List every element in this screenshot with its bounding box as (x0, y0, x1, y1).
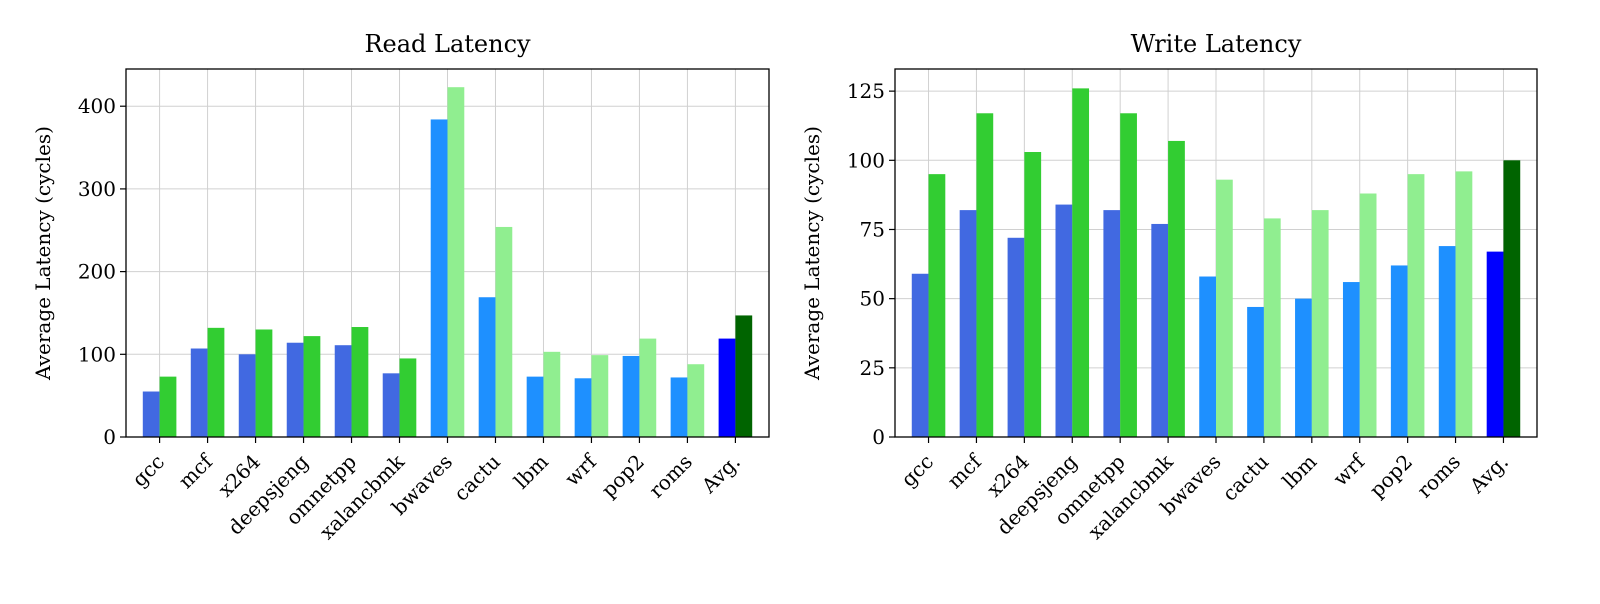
bar-deepsjeng-s1 (1055, 204, 1073, 437)
y-tick-label: 25 (860, 356, 885, 380)
bar-pop2-s2 (639, 338, 657, 437)
bar-deepsjeng-s2 (1072, 88, 1090, 438)
bar-lbm-s2 (1311, 210, 1329, 437)
bar-mcf-s1 (190, 348, 208, 437)
x-tick-label: lbm (1277, 450, 1321, 494)
bar-pop2-s1 (1390, 265, 1408, 437)
bar-x264-s1 (1007, 237, 1025, 437)
bar-roms-s2 (687, 364, 705, 437)
bar-cactu-s2 (1263, 218, 1281, 437)
bar-deepsjeng-s1 (286, 342, 304, 437)
bar-omnetpp-s1 (334, 345, 352, 437)
x-tick-label: mcf (174, 448, 219, 493)
bar-omnetpp-s2 (351, 327, 369, 437)
bar-roms-s2 (1455, 171, 1473, 437)
bar-bwaves-s1 (1199, 276, 1216, 437)
bar-cactu-s1 (478, 297, 496, 437)
x-tick-label: pop2 (1365, 450, 1418, 503)
plot-frame (894, 68, 1538, 438)
y-tick-label: 0 (103, 425, 116, 449)
bar-cactu-s1 (1247, 306, 1264, 437)
x-tick-label: pop2 (596, 450, 649, 503)
bar-bwaves-s2 (447, 87, 465, 437)
y-tick-label: 75 (860, 217, 885, 241)
bar-mcf-s2 (207, 327, 225, 437)
bar-roms-s1 (1438, 246, 1456, 437)
bar-pop2-s1 (622, 355, 640, 437)
bar-wrf-s1 (574, 378, 592, 437)
bar-x264-s1 (238, 354, 256, 437)
bar-bwaves-s1 (430, 119, 448, 437)
bar-lbm-s1 (526, 376, 544, 437)
bar-gcc-s1 (911, 273, 929, 437)
bar-avg-s1 (718, 338, 736, 437)
bar-avg-s2 (735, 315, 753, 437)
bar-lbm-s1 (1295, 298, 1312, 437)
y-axis-label: Average Latency (cycles) (31, 126, 55, 381)
bar-deepsjeng-s2 (303, 336, 321, 437)
bar-xalancbmk-s1 (382, 373, 400, 437)
x-tick-label: wrf (560, 448, 602, 490)
bar-x264-s2 (255, 329, 273, 437)
bar-omnetpp-s2 (1120, 113, 1137, 437)
bar-avg-s2 (1503, 160, 1521, 437)
bar-xalancbmk-s1 (1151, 223, 1169, 437)
x-tick-label: cactu (449, 449, 505, 505)
y-tick-label: 100 (847, 148, 885, 172)
bar-wrf-s1 (1342, 282, 1360, 437)
bar-wrf-s2 (1359, 193, 1377, 437)
bar-cactu-s2 (495, 226, 513, 437)
x-tick-label: gcc (127, 450, 169, 492)
y-tick-label: 100 (78, 342, 116, 366)
x-tick-label: mcf (942, 448, 987, 493)
x-tick-label: Avg. (1464, 450, 1513, 499)
bar-x264-s2 (1024, 152, 1042, 438)
bar-mcf-s2 (976, 113, 994, 437)
bar-pop2-s2 (1407, 174, 1425, 437)
bar-gcc-s2 (159, 376, 177, 437)
bar-lbm-s2 (543, 351, 561, 437)
bar-avg-s1 (1486, 251, 1504, 437)
plot-frame (125, 68, 770, 438)
x-tick-label: Avg. (696, 450, 745, 499)
y-tick-label: 50 (860, 287, 885, 311)
bar-xalancbmk-s2 (399, 358, 417, 437)
x-tick-label: roms (644, 450, 697, 503)
bar-mcf-s1 (959, 210, 977, 437)
y-tick-label: 0 (872, 425, 885, 449)
y-tick-label: 200 (78, 260, 116, 284)
x-tick-label: lbm (509, 450, 553, 494)
x-tick-label: gcc (896, 450, 938, 492)
x-tick-label: wrf (1328, 448, 1370, 490)
bar-gcc-s2 (928, 174, 946, 437)
bar-wrf-s2 (591, 355, 609, 437)
y-tick-label: 300 (78, 177, 116, 201)
y-axis-label: Average Latency (cycles) (800, 126, 824, 381)
bar-bwaves-s2 (1216, 179, 1233, 437)
x-tick-label: roms (1412, 450, 1465, 503)
y-tick-label: 400 (78, 94, 116, 118)
bar-xalancbmk-s2 (1168, 140, 1185, 437)
bar-omnetpp-s1 (1103, 210, 1121, 437)
bar-roms-s1 (670, 377, 688, 437)
chart-title: Write Latency (1131, 30, 1302, 58)
chart-title: Read Latency (364, 30, 531, 58)
x-tick-label: cactu (1217, 449, 1273, 505)
bar-gcc-s1 (142, 391, 160, 437)
y-tick-label: 125 (847, 79, 885, 103)
